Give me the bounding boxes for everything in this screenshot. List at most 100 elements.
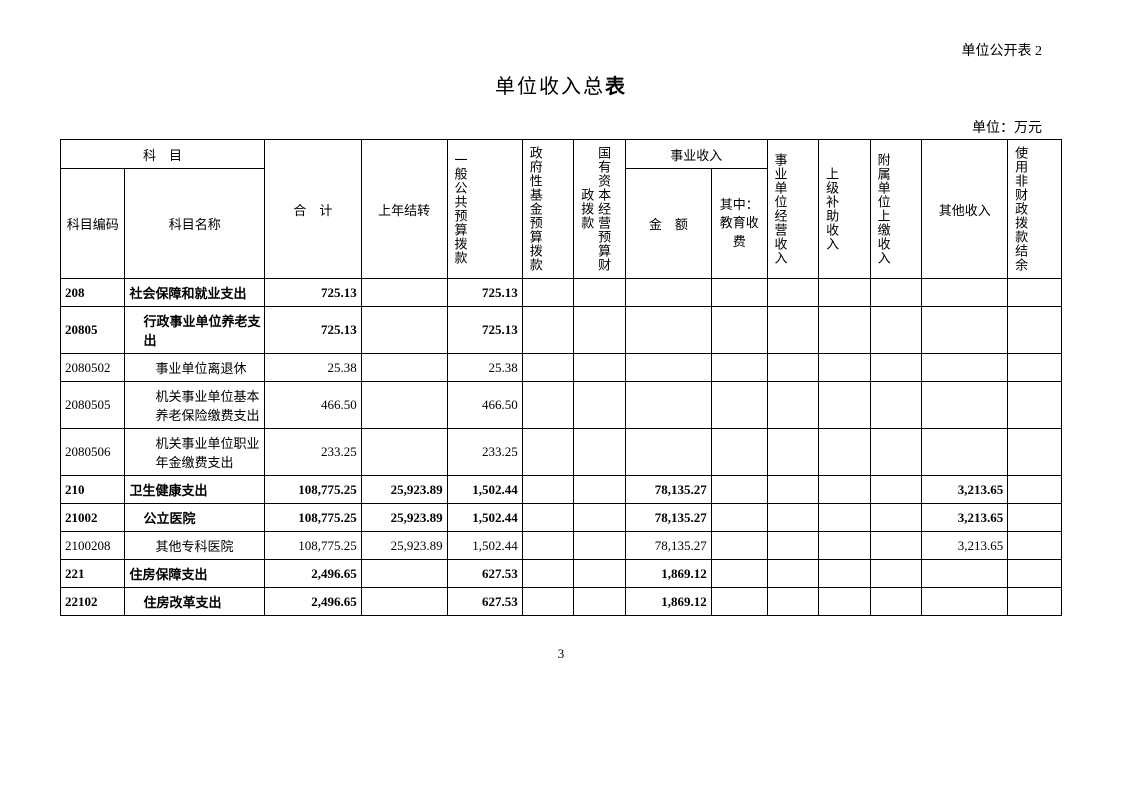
cell [870,279,922,307]
table-row: 2080502事业单位离退休25.3825.38 [61,354,1062,382]
th-name: 科目名称 [125,169,265,279]
cell: 25,923.89 [361,476,447,504]
cell [711,588,767,616]
cell: 住房改革支出 [125,588,265,616]
cell [522,532,574,560]
cell: 108,775.25 [265,532,362,560]
title-prefix: 单位收入总 [495,76,605,98]
cell [1008,354,1062,382]
cell [361,279,447,307]
cell: 卫生健康支出 [125,476,265,504]
cell [819,307,871,354]
cell: 627.53 [447,560,522,588]
cell [625,354,711,382]
th-other: 其他收入 [922,140,1008,279]
cell [1008,429,1062,476]
cell [922,382,1008,429]
cell: 公立医院 [125,504,265,532]
cell: 108,775.25 [265,476,362,504]
cell [870,307,922,354]
cell [711,476,767,504]
cell: 行政事业单位养老支出 [125,307,265,354]
table-row: 2080505机关事业单位基本养老保险缴费支出466.50466.50 [61,382,1062,429]
cell [522,307,574,354]
cell: 1,869.12 [625,560,711,588]
cell [361,588,447,616]
cell: 78,135.27 [625,532,711,560]
cell [819,560,871,588]
cell: 725.13 [265,307,362,354]
cell: 233.25 [265,429,362,476]
cell: 2080506 [61,429,125,476]
cell: 78,135.27 [625,476,711,504]
cell [819,532,871,560]
cell [870,354,922,382]
cell [1008,560,1062,588]
cell [1008,382,1062,429]
cell: 2080502 [61,354,125,382]
cell [922,354,1008,382]
table-row: 221住房保障支出2,496.65627.531,869.12 [61,560,1062,588]
cell [819,354,871,382]
cell [625,279,711,307]
cell [711,560,767,588]
cell [819,504,871,532]
cell [574,429,626,476]
cell [819,429,871,476]
cell: 1,502.44 [447,476,522,504]
cell [711,354,767,382]
cell [819,476,871,504]
cell [574,476,626,504]
cell [574,307,626,354]
cell [767,307,819,354]
cell: 78,135.27 [625,504,711,532]
cell: 3,213.65 [922,532,1008,560]
cell: 3,213.65 [922,476,1008,504]
cell: 2,496.65 [265,560,362,588]
cell [1008,279,1062,307]
cell: 机关事业单位职业年金缴费支出 [125,429,265,476]
cell: 事业单位离退休 [125,354,265,382]
th-soe: 国有资本经营预算财政拨款 [574,140,626,279]
cell: 社会保障和就业支出 [125,279,265,307]
cell: 3,213.65 [922,504,1008,532]
cell [870,532,922,560]
cell: 1,502.44 [447,532,522,560]
cell [361,429,447,476]
cell: 25,923.89 [361,504,447,532]
table-row: 2080506机关事业单位职业年金缴费支出233.25233.25 [61,429,1062,476]
cell [522,504,574,532]
cell [574,532,626,560]
cell [922,279,1008,307]
th-total: 合 计 [265,140,362,279]
th-general: 一般公共预算拨款 [447,140,522,279]
cell [767,279,819,307]
th-govfund: 政府性基金预算拨款 [522,140,574,279]
cell [922,588,1008,616]
form-number: 单位公开表 2 [60,40,1062,60]
cell: 108,775.25 [265,504,362,532]
table-body: 208社会保障和就业支出725.13725.1320805行政事业单位养老支出7… [61,279,1062,616]
cell [767,382,819,429]
cell [574,504,626,532]
cell: 1,502.44 [447,504,522,532]
cell [711,307,767,354]
cell [767,476,819,504]
cell: 725.13 [447,279,522,307]
cell [522,476,574,504]
cell: 21002 [61,504,125,532]
cell [767,560,819,588]
cell [767,588,819,616]
cell: 466.50 [265,382,362,429]
cell: 机关事业单位基本养老保险缴费支出 [125,382,265,429]
cell [522,560,574,588]
cell [767,429,819,476]
th-bizamount: 金 额 [625,169,711,279]
cell [1008,307,1062,354]
cell [574,560,626,588]
cell [711,504,767,532]
cell: 22102 [61,588,125,616]
cell: 210 [61,476,125,504]
cell [767,354,819,382]
cell: 466.50 [447,382,522,429]
